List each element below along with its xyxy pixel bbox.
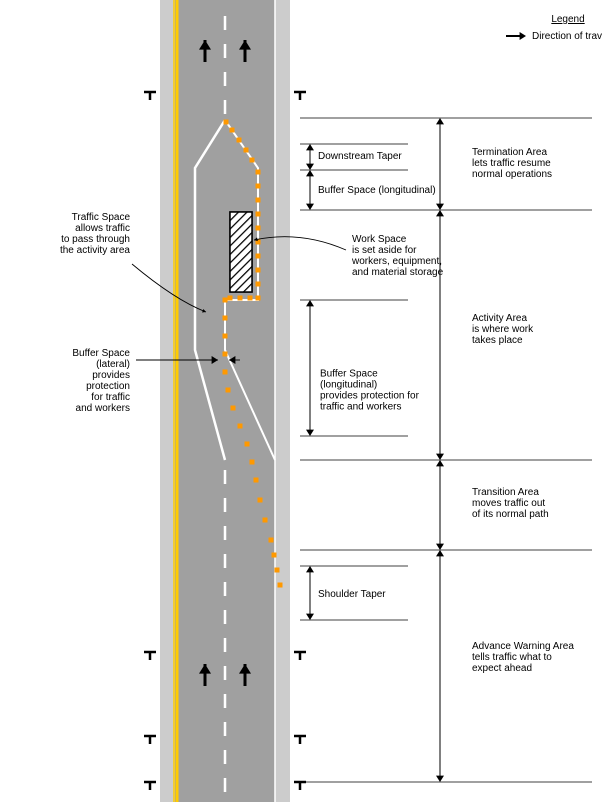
svg-text:Work Space: Work Space	[352, 234, 407, 245]
svg-text:traffic and workers: traffic and workers	[320, 402, 402, 413]
svg-text:and material storage: and material storage	[352, 267, 444, 278]
legend: Legend Direction of travel	[506, 14, 602, 42]
svg-text:normal operations: normal operations	[472, 169, 552, 180]
svg-text:the activity area: the activity area	[60, 245, 130, 256]
svg-text:Buffer Space (longitudinal): Buffer Space (longitudinal)	[318, 185, 436, 196]
svg-text:allows traffic: allows traffic	[75, 223, 130, 234]
svg-text:moves traffic out: moves traffic out	[472, 498, 545, 509]
svg-text:provides: provides	[92, 370, 130, 381]
svg-text:(lateral): (lateral)	[96, 359, 130, 370]
svg-text:workers, equipment,: workers, equipment,	[351, 256, 442, 267]
svg-text:protection: protection	[86, 381, 130, 392]
svg-text:tells traffic what to: tells traffic what to	[472, 652, 552, 663]
svg-text:Activity Area: Activity Area	[472, 313, 527, 324]
svg-text:is set aside for: is set aside for	[352, 245, 417, 256]
work-space	[230, 212, 252, 292]
svg-text:expect ahead: expect ahead	[472, 663, 532, 674]
svg-text:takes place: takes place	[472, 335, 523, 346]
svg-text:of its normal path: of its normal path	[472, 509, 549, 520]
svg-text:to pass through: to pass through	[61, 234, 130, 245]
svg-text:Buffer Space: Buffer Space	[320, 369, 378, 380]
zone-extents: Termination Arealets traffic resumenorma…	[300, 118, 592, 782]
svg-text:Shoulder Taper: Shoulder Taper	[318, 589, 386, 600]
svg-text:provides protection for: provides protection for	[320, 391, 420, 402]
svg-text:Transition Area: Transition Area	[472, 487, 539, 498]
svg-text:Direction of travel: Direction of travel	[532, 31, 602, 42]
svg-text:Termination Area: Termination Area	[472, 147, 547, 158]
svg-text:lets traffic resume: lets traffic resume	[472, 158, 551, 169]
svg-text:Traffic Space: Traffic Space	[72, 212, 131, 223]
svg-text:(longitudinal): (longitudinal)	[320, 380, 377, 391]
svg-text:is where work: is where work	[472, 324, 534, 335]
svg-text:and workers: and workers	[76, 403, 130, 414]
svg-text:Buffer Space: Buffer Space	[72, 348, 130, 359]
svg-text:for traffic: for traffic	[91, 392, 130, 403]
svg-text:Advance Warning Area: Advance Warning Area	[472, 641, 574, 652]
svg-text:Legend: Legend	[551, 14, 584, 25]
svg-text:Downstream Taper: Downstream Taper	[318, 151, 402, 162]
